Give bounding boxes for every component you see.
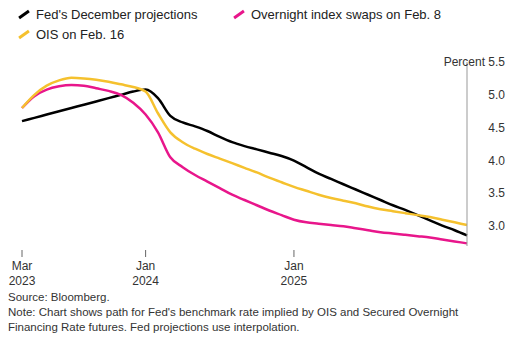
svg-text:4.5: 4.5	[488, 121, 505, 135]
svg-text:Percent 5.5: Percent 5.5	[444, 55, 506, 69]
html-text:Overnight index swaps on Feb.: Overnight index swaps on Feb. 8	[251, 6, 442, 22]
html-text:Fed's December projections: Fed's December projections	[36, 6, 198, 22]
svg-text:3.0: 3.0	[488, 219, 505, 233]
svg-text:4.0: 4.0	[488, 154, 505, 168]
svg-text:3.5: 3.5	[488, 186, 505, 200]
html-text:Note: Chart shows path for Fed: Note: Chart shows path for Fed's benchma…	[8, 306, 459, 333]
svg-text:5.0: 5.0	[488, 88, 505, 102]
svg-text:Mar2023: Mar2023	[9, 259, 36, 286]
svg-text:Jan2024: Jan2024	[132, 259, 159, 286]
svg-text:Jan2025: Jan2025	[281, 259, 308, 286]
html-text:OIS on Feb. 16: OIS on Feb. 16	[36, 26, 125, 42]
html-text:Source: Bloomberg.: Source: Bloomberg.	[8, 291, 110, 303]
